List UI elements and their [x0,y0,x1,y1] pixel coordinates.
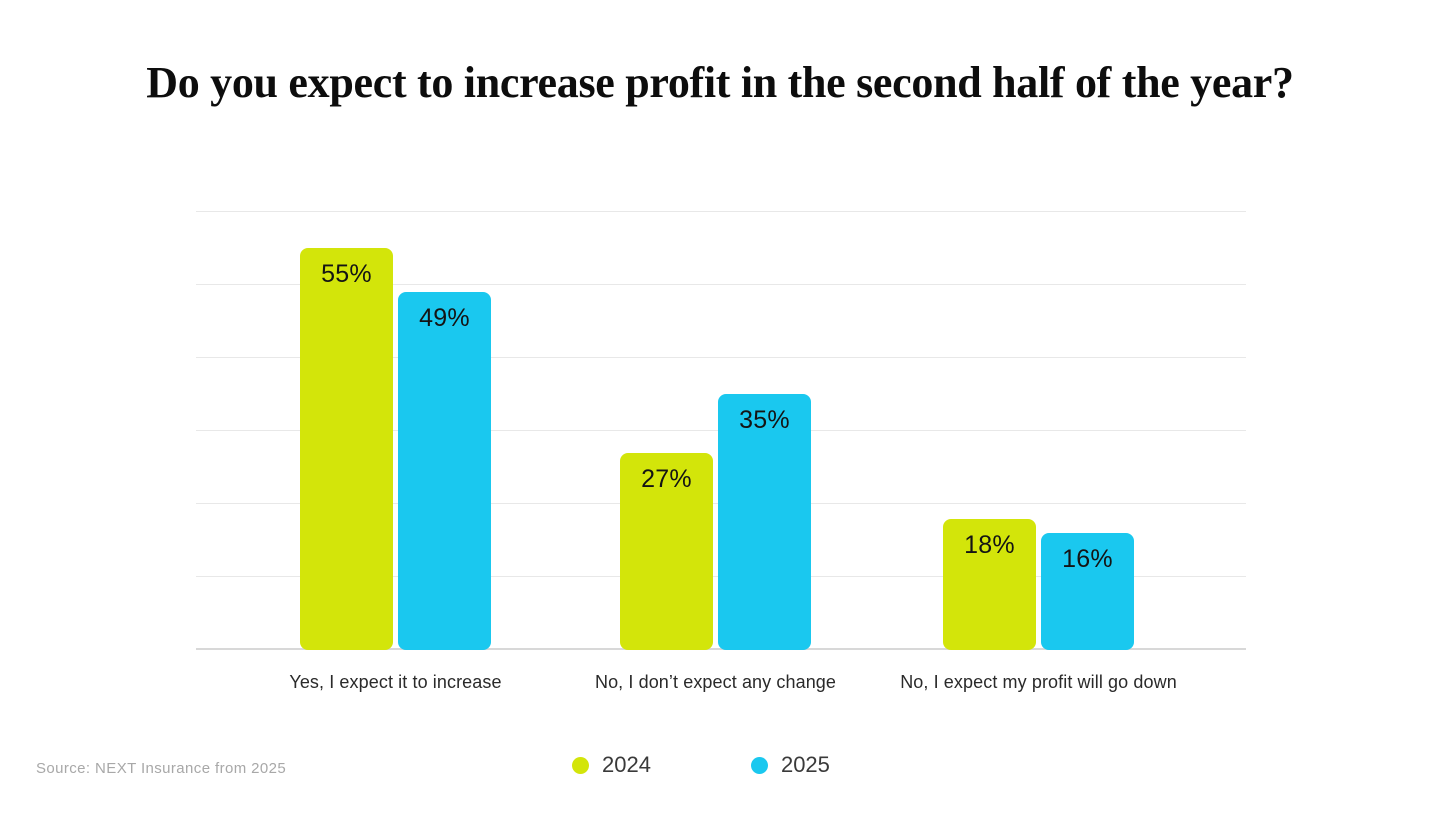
bar-value-label: 49% [419,304,470,332]
legend-label: 2024 [602,752,651,777]
gridline [196,357,1246,358]
bar-2025: 35% [718,394,811,650]
bar-value-label: 27% [641,465,692,493]
bar-2024: 27% [620,453,713,650]
category-label: Yes, I expect it to increase [289,672,502,692]
bar-2024: 55% [300,248,393,650]
x-axis-labels: Yes, I expect it to increase No, I don’t … [196,650,1246,710]
legend-item-2024: 2024 [572,752,651,778]
bar-2025: 49% [398,292,491,650]
bar-2025: 16% [1041,533,1134,650]
bar-group: 27% 35% [620,212,811,650]
legend-label: 2025 [780,752,830,777]
legend: 2024 2025 [572,752,830,778]
category-label: No, I don’t expect any change [594,672,837,692]
bar-group: 18% 16% [943,212,1134,650]
bar-value-label: 55% [321,260,372,288]
bar-value-label: 35% [739,406,790,434]
gridline [196,284,1246,285]
plot-area: 55% 49% 27% 35% 18% 16% [196,211,1246,650]
legend-item-2025: 2025 [750,752,830,778]
bar-2024: 18% [943,519,1036,650]
legend-dot-icon [572,756,589,774]
bar-value-label: 16% [1062,545,1113,573]
bar-value-label: 18% [964,531,1015,559]
category-label: No, I expect my profit will go down [900,672,1177,692]
gridline [196,211,1246,212]
source-note: Source: NEXT Insurance from 2025 [36,760,287,777]
chart-title: Do you expect to increase profit in the … [146,58,1294,107]
legend-dot-icon [750,756,768,774]
axis-baseline [196,648,1246,650]
bar-group: 55% 49% [300,212,491,650]
